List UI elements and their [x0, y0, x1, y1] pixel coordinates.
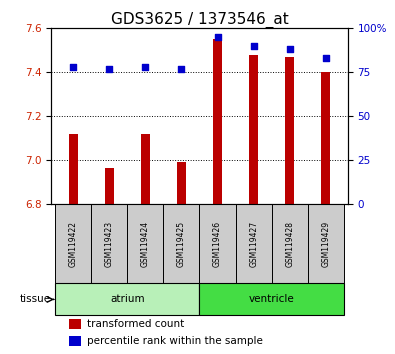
Bar [69, 336, 81, 346]
Text: atrium: atrium [110, 295, 145, 304]
Bar [127, 204, 164, 284]
Bar [235, 204, 272, 284]
Bar [177, 162, 186, 204]
Text: GSM119428: GSM119428 [285, 221, 294, 267]
Text: percentile rank within the sample: percentile rank within the sample [87, 336, 263, 346]
Text: GSM119423: GSM119423 [105, 221, 114, 267]
Bar [164, 204, 199, 284]
Text: GSM119424: GSM119424 [141, 221, 150, 267]
Bar [199, 204, 235, 284]
Point [250, 43, 257, 49]
Bar [308, 204, 344, 284]
Bar [285, 57, 294, 204]
Text: transformed count: transformed count [87, 319, 184, 329]
Bar [249, 55, 258, 204]
Point [214, 34, 221, 40]
Bar [55, 284, 199, 315]
Point [70, 64, 76, 70]
Bar [322, 72, 331, 204]
Point [323, 55, 329, 61]
Bar [272, 204, 308, 284]
Text: GSM119425: GSM119425 [177, 221, 186, 267]
Point [178, 66, 184, 72]
Text: GSM119427: GSM119427 [249, 221, 258, 267]
Text: GSM119422: GSM119422 [68, 221, 77, 267]
Title: GDS3625 / 1373546_at: GDS3625 / 1373546_at [111, 12, 288, 28]
Point [287, 46, 293, 52]
Bar [141, 133, 150, 204]
Bar [69, 319, 81, 329]
Text: ventricle: ventricle [249, 295, 295, 304]
Bar [105, 167, 114, 204]
Point [142, 64, 149, 70]
Bar [55, 204, 91, 284]
Bar [91, 204, 127, 284]
Bar [199, 284, 344, 315]
Bar [213, 39, 222, 204]
Text: GSM119426: GSM119426 [213, 221, 222, 267]
Text: tissue: tissue [19, 295, 51, 304]
Text: GSM119429: GSM119429 [322, 221, 331, 267]
Point [106, 66, 112, 72]
Bar [68, 133, 77, 204]
